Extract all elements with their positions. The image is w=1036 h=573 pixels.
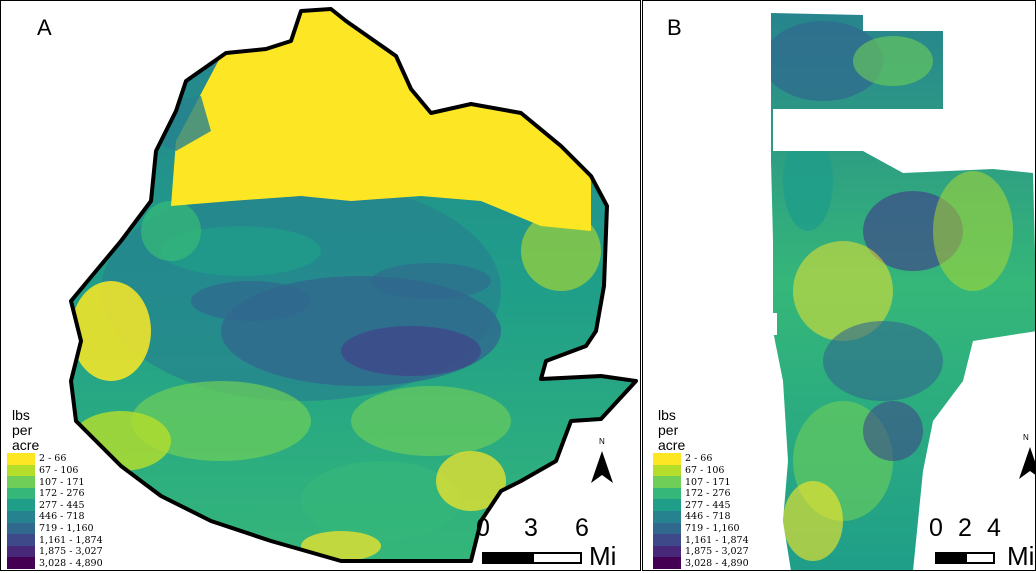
legend-label: 3,028 - 4,890 — [685, 557, 749, 569]
legend-item: 2 - 66 — [653, 453, 781, 465]
legend-item: 1,875 - 3,027 — [653, 545, 781, 558]
legend-label: 107 - 171 — [39, 476, 85, 488]
legend-item: 2 - 66 — [7, 453, 135, 465]
legend-swatch — [7, 522, 35, 535]
legend-swatch — [653, 511, 681, 523]
legend-label: 2 - 66 — [685, 453, 713, 465]
legend-label: 2 - 66 — [39, 453, 67, 465]
legend-item: 107 - 171 — [653, 476, 781, 488]
legend-label: 719 - 1,160 — [39, 522, 94, 534]
legend-label: 172 - 276 — [685, 488, 731, 500]
scale-segment — [965, 552, 995, 564]
legend-item: 107 - 171 — [7, 476, 135, 488]
legend-swatch — [653, 499, 681, 512]
legend-swatch — [653, 545, 681, 558]
legend-swatch — [653, 453, 681, 465]
scale-tick-0: 0 — [476, 514, 490, 542]
legend-swatch — [7, 487, 35, 500]
legend-label: 277 - 445 — [685, 499, 731, 511]
legend-title-line: lbs — [12, 407, 30, 424]
scale-bar-a — [482, 552, 582, 564]
legend-item: 67 - 106 — [7, 464, 135, 477]
legend-item: 277 - 445 — [653, 499, 781, 512]
panel-label-b: B — [667, 15, 682, 40]
panel-label-a: A — [37, 15, 52, 40]
legend-item: 719 - 1,160 — [653, 522, 781, 535]
legend-title-line: per — [658, 422, 679, 439]
legend-label: 67 - 106 — [685, 464, 725, 476]
map-panel-a: A lbs per acre 2 - 66 67 - 106 107 - 171 17… — [0, 0, 641, 571]
legend-item: 1,161 - 1,874 — [653, 534, 781, 546]
map-panel-b: B lbs per acre 2 - 66 67 - 106 107 - 171 17… — [642, 0, 1036, 571]
legend-title: lbs per acre — [7, 408, 135, 453]
legend-swatch — [7, 499, 35, 512]
legend-swatch — [7, 545, 35, 558]
study-area-boundary — [69, 7, 638, 563]
legend-swatch — [653, 476, 681, 488]
legend-item: 67 - 106 — [653, 464, 781, 477]
legend-label: 1,161 - 1,874 — [685, 534, 749, 546]
legend-rows: 2 - 66 67 - 106 107 - 171 172 - 276 277 - 44… — [653, 453, 781, 569]
legend-label: 719 - 1,160 — [685, 522, 740, 534]
legend-label: 277 - 445 — [39, 499, 85, 511]
legend-swatch — [7, 511, 35, 523]
legend-rows: 2 - 66 67 - 106 107 - 171 172 - 276 277 - 44… — [7, 453, 135, 569]
scale-tick-6: 6 — [575, 514, 589, 542]
legend-item: 1,161 - 1,874 — [7, 534, 135, 546]
legend-item: 277 - 445 — [7, 499, 135, 512]
legend-swatch — [7, 476, 35, 488]
legend-item: 172 - 276 — [653, 487, 781, 500]
legend-swatch — [653, 487, 681, 500]
legend-item: 1,875 - 3,027 — [7, 545, 135, 558]
biomass-raster-map-b — [755, 13, 1035, 570]
legend-label: 3,028 - 4,890 — [39, 557, 103, 569]
legend-swatch — [653, 557, 681, 569]
north-arrow-icon — [1019, 447, 1035, 479]
north-label: N — [1023, 433, 1029, 442]
legend-label: 446 - 718 — [39, 511, 85, 523]
legend-item: 719 - 1,160 — [7, 522, 135, 535]
legend-swatch — [7, 464, 35, 477]
scale-segment — [532, 552, 582, 564]
north-arrow-icon — [591, 451, 613, 483]
scale-tick-0: 0 — [929, 514, 943, 542]
legend-label: 172 - 276 — [39, 488, 85, 500]
scale-segment — [935, 552, 955, 564]
scale-segment — [482, 552, 532, 564]
legend-label: 446 - 718 — [685, 511, 731, 523]
legend-swatch — [7, 557, 35, 569]
legend-swatch — [7, 453, 35, 465]
scale-segment — [955, 552, 965, 564]
legend-item: 3,028 - 4,890 — [7, 557, 135, 569]
legend-a: lbs per acre 2 - 66 67 - 106 107 - 171 172 … — [7, 408, 135, 569]
legend-swatch — [7, 534, 35, 546]
scale-tick-2: 2 — [958, 514, 972, 542]
legend-label: 107 - 171 — [685, 476, 731, 488]
scale-bar-b — [935, 552, 995, 564]
north-label: N — [599, 437, 605, 446]
legend-item: 446 - 718 — [7, 511, 135, 523]
legend-b: lbs per acre 2 - 66 67 - 106 107 - 171 172 … — [653, 408, 781, 569]
legend-title-line: acre — [658, 437, 686, 454]
legend-label: 1,161 - 1,874 — [39, 534, 103, 546]
legend-title-line: per — [12, 422, 33, 439]
legend-label: 1,875 - 3,027 — [39, 546, 103, 558]
legend-title-line: lbs — [658, 407, 676, 424]
scale-unit-b: Mi — [1007, 541, 1035, 571]
legend-label: 1,875 - 3,027 — [685, 546, 749, 558]
legend-item: 172 - 276 — [7, 487, 135, 500]
legend-swatch — [653, 534, 681, 546]
legend-label: 67 - 106 — [39, 464, 79, 476]
scale-unit-a: Mi — [589, 541, 617, 571]
raster-b — [771, 13, 1035, 570]
legend-title-line: acre — [12, 437, 40, 454]
legend-item: 3,028 - 4,890 — [653, 557, 781, 569]
legend-title: lbs per acre — [653, 408, 781, 453]
biomass-raster-map-a — [69, 7, 638, 563]
scale-tick-3: 3 — [524, 514, 538, 542]
legend-swatch — [653, 464, 681, 477]
scale-tick-4: 4 — [987, 514, 1001, 542]
legend-swatch — [653, 522, 681, 535]
legend-item: 446 - 718 — [653, 511, 781, 523]
